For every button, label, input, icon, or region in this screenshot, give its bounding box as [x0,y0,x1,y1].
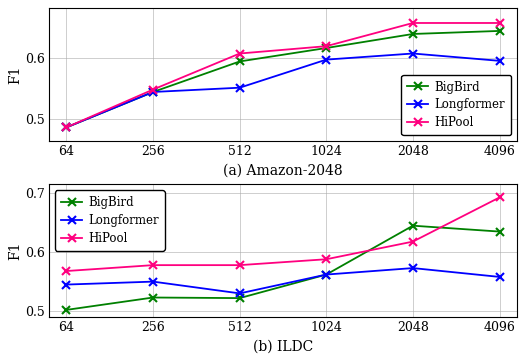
HiPool [237,263,243,267]
X-axis label: (b) ILDC: (b) ILDC [253,340,313,354]
HiPool [410,21,416,25]
HiPool [150,87,156,92]
Line: Longformer: Longformer [62,264,504,298]
HiPool [497,195,503,199]
BigBird [323,46,329,50]
BigBird [410,223,416,228]
Y-axis label: F1: F1 [8,65,22,84]
HiPool [323,44,329,49]
BigBird [237,296,243,300]
HiPool [63,269,69,273]
Line: HiPool: HiPool [62,19,504,131]
X-axis label: (a) Amazon-2048: (a) Amazon-2048 [223,164,343,177]
HiPool [237,51,243,56]
Longformer [237,291,243,295]
Longformer [497,275,503,279]
Longformer [410,266,416,270]
Longformer [63,282,69,287]
HiPool [497,21,503,25]
BigBird [410,32,416,36]
BigBird [150,295,156,300]
Legend: BigBird, Longformer, HiPool: BigBird, Longformer, HiPool [55,190,165,251]
BigBird [150,90,156,94]
HiPool [63,125,69,130]
Y-axis label: F1: F1 [8,241,22,260]
Line: BigBird: BigBird [62,27,504,131]
BigBird [323,272,329,277]
Legend: BigBird, Longformer, HiPool: BigBird, Longformer, HiPool [401,75,511,135]
Longformer [150,90,156,94]
Longformer [323,58,329,62]
Longformer [497,59,503,63]
BigBird [63,125,69,130]
BigBird [497,230,503,234]
HiPool [150,263,156,267]
BigBird [497,29,503,33]
Longformer [63,125,69,130]
HiPool [410,239,416,244]
Line: HiPool: HiPool [62,193,504,275]
Longformer [150,279,156,284]
Line: Longformer: Longformer [62,49,504,131]
BigBird [63,308,69,312]
Line: BigBird: BigBird [62,222,504,314]
HiPool [323,257,329,261]
Longformer [323,272,329,277]
BigBird [237,59,243,64]
Longformer [237,85,243,90]
Longformer [410,51,416,56]
